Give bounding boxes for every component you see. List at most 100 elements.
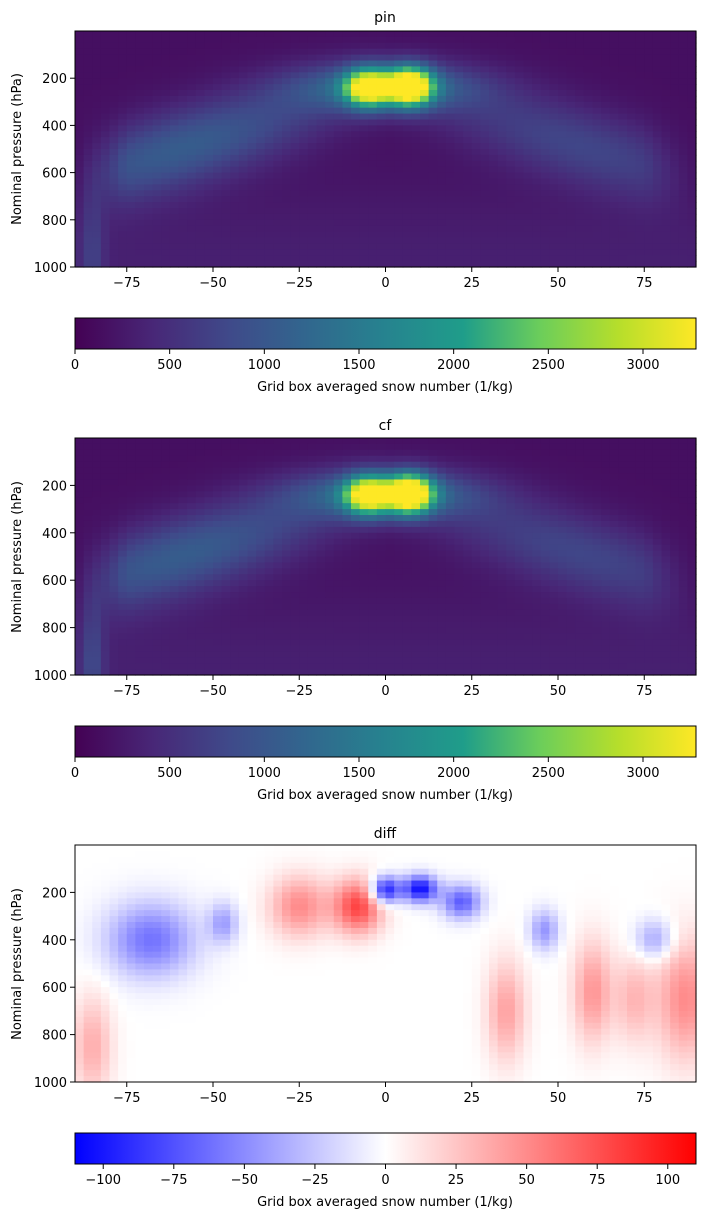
heatmap-cell xyxy=(221,526,231,534)
heatmap-cell xyxy=(575,473,585,481)
heatmap-cell xyxy=(75,574,85,581)
heatmap-cell xyxy=(195,113,205,121)
heatmap-cell xyxy=(195,208,205,215)
heatmap-cell xyxy=(152,160,162,168)
heatmap-cell xyxy=(532,36,542,44)
heatmap-cell xyxy=(635,449,645,457)
heatmap-cell xyxy=(135,107,145,115)
heatmap-cell xyxy=(678,172,688,180)
heatmap-cell xyxy=(187,580,197,587)
heatmap-cell xyxy=(618,137,628,144)
heatmap-cell xyxy=(385,249,395,256)
heatmap-cell xyxy=(178,160,188,168)
heatmap-cell xyxy=(307,509,318,516)
heatmap-cell xyxy=(376,520,387,528)
heatmap-cell xyxy=(376,125,387,132)
heatmap-cell xyxy=(609,261,619,268)
heatmap-cell xyxy=(333,243,343,250)
heatmap-cell xyxy=(178,107,188,115)
heatmap-cell xyxy=(420,497,430,504)
heatmap-cell xyxy=(532,213,542,221)
heatmap-cell xyxy=(428,538,438,546)
heatmap-cell xyxy=(325,491,335,498)
heatmap-cell xyxy=(670,485,680,492)
heatmap-cell xyxy=(178,42,188,50)
heatmap-cell xyxy=(376,95,387,103)
heatmap-cell xyxy=(316,243,326,250)
heatmap-cell xyxy=(75,154,85,162)
heatmap-cell xyxy=(445,196,456,203)
heatmap-cell xyxy=(135,196,145,203)
heatmap-cell xyxy=(204,556,214,564)
heatmap-cell xyxy=(506,455,516,463)
heatmap-cell xyxy=(144,84,154,91)
heatmap-cell xyxy=(342,196,352,203)
heatmap-cell xyxy=(601,544,611,552)
heatmap-cell xyxy=(144,255,154,262)
heatmap-cell xyxy=(351,84,361,91)
heatmap-cell xyxy=(385,509,395,516)
heatmap-cell xyxy=(385,166,395,174)
heatmap-cell xyxy=(342,438,352,445)
heatmap-cell xyxy=(290,467,300,475)
heatmap-cell xyxy=(402,31,412,38)
heatmap-cell xyxy=(540,208,550,215)
heatmap-cell xyxy=(83,101,93,109)
heatmap-cell xyxy=(540,101,550,109)
heatmap-cell xyxy=(661,467,671,475)
heatmap-cell xyxy=(376,249,387,256)
heatmap-cell xyxy=(609,95,619,103)
heatmap-cell xyxy=(523,461,533,469)
heatmap-cell xyxy=(678,184,688,191)
heatmap-cell xyxy=(83,107,93,115)
heatmap-cell xyxy=(169,72,180,79)
heatmap-cell xyxy=(497,219,507,227)
heatmap-cell xyxy=(333,54,343,62)
heatmap-cell xyxy=(514,562,525,569)
heatmap-cell xyxy=(635,31,645,38)
heatmap-cell xyxy=(558,580,568,587)
heatmap-cell xyxy=(187,520,197,528)
heatmap-cell xyxy=(256,66,266,73)
heatmap-cell xyxy=(83,125,93,132)
heatmap-cell xyxy=(454,438,464,445)
heatmap-cell xyxy=(264,48,274,56)
heatmap-cell xyxy=(152,107,162,115)
heatmap-cell xyxy=(652,485,663,492)
heatmap-cell xyxy=(394,491,404,498)
heatmap-cell xyxy=(273,196,283,203)
heatmap-cell xyxy=(385,60,395,67)
heatmap-cell xyxy=(532,243,542,250)
heatmap-cell xyxy=(402,60,412,67)
heatmap-cell xyxy=(368,485,378,492)
heatmap-cell xyxy=(195,190,205,197)
heatmap-cell xyxy=(420,586,430,593)
heatmap-cell xyxy=(566,237,576,244)
heatmap-cell xyxy=(135,213,145,221)
heatmap-cell xyxy=(532,509,542,516)
heatmap-cell xyxy=(307,125,318,132)
heatmap-cell xyxy=(351,137,361,144)
heatmap-cell xyxy=(204,219,214,227)
heatmap-cell xyxy=(169,225,180,233)
heatmap-cell xyxy=(221,172,231,180)
heatmap-cell xyxy=(144,178,154,185)
heatmap-cell xyxy=(92,78,102,85)
heatmap-cell xyxy=(75,515,85,522)
heatmap-cell xyxy=(195,119,205,126)
heatmap-cell xyxy=(342,190,352,197)
heatmap-cell xyxy=(463,544,473,552)
heatmap-cell xyxy=(325,438,335,445)
heatmap-cell xyxy=(118,532,128,540)
heatmap-cell xyxy=(325,196,335,203)
heatmap-cell xyxy=(100,526,111,534)
heatmap-cell xyxy=(299,526,309,534)
heatmap-cell xyxy=(195,438,205,445)
heatmap-cell xyxy=(351,31,361,38)
heatmap-cell xyxy=(601,178,611,185)
heatmap-cell xyxy=(359,95,369,103)
heatmap-cell xyxy=(256,237,266,244)
heatmap-cell xyxy=(238,160,249,168)
heatmap-cell xyxy=(376,149,387,156)
heatmap-cell xyxy=(454,568,464,575)
